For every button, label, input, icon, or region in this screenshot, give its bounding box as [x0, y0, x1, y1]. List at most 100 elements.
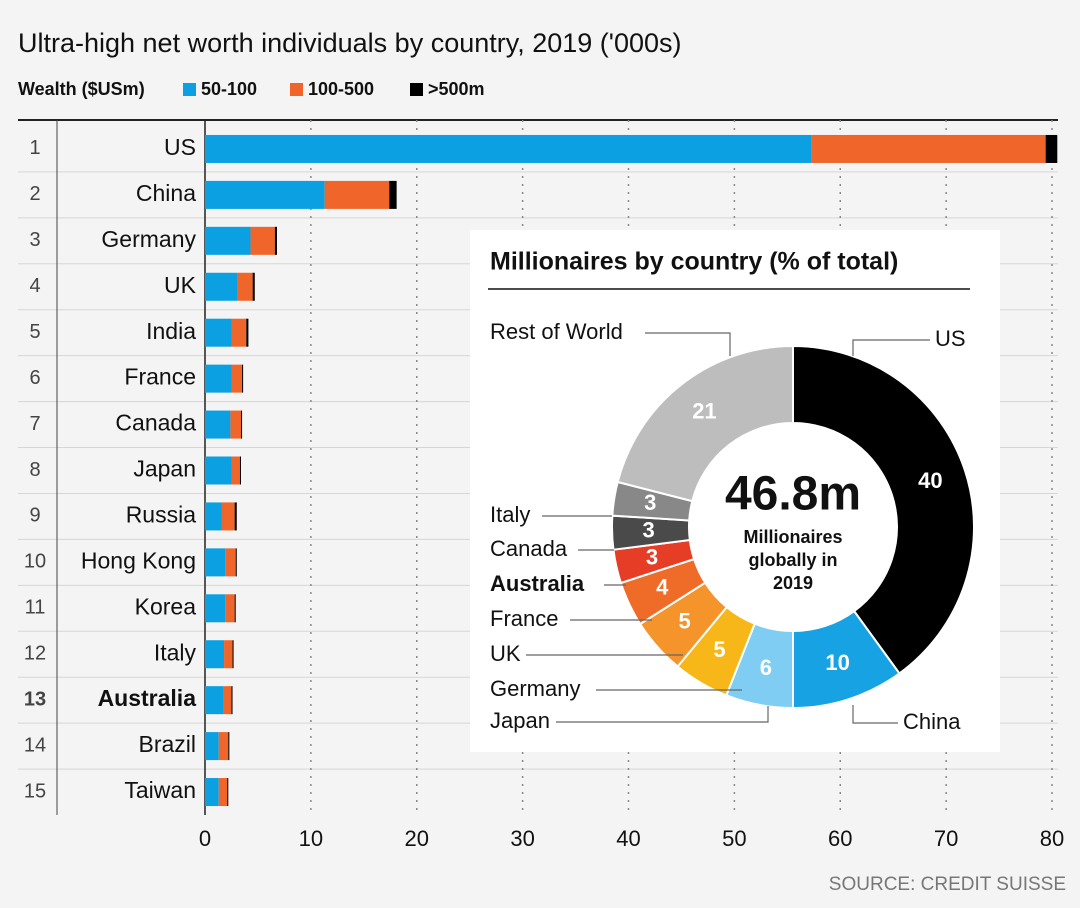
rank-label: 13 — [24, 688, 46, 710]
category-label: Italy — [154, 639, 197, 665]
category-label: France — [124, 364, 196, 390]
x-tick-label: 10 — [299, 826, 323, 851]
category-label: Australia — [98, 685, 197, 711]
bar-segment — [240, 410, 243, 439]
segment-label: France — [490, 606, 558, 631]
rank-label: 6 — [29, 367, 40, 389]
segment-label: Rest of World — [490, 319, 623, 344]
rank-label: 15 — [24, 780, 46, 802]
rank-label: 5 — [29, 321, 40, 343]
segment-label: Italy — [490, 502, 530, 527]
category-label: Russia — [126, 502, 197, 528]
x-tick-label: 0 — [199, 826, 211, 851]
bar-segment — [218, 732, 229, 761]
bar-segment — [205, 640, 225, 669]
bar-segment — [811, 134, 1046, 163]
category-label: US — [164, 134, 196, 160]
bar-segment — [225, 548, 236, 577]
x-tick-label: 50 — [722, 826, 746, 851]
segment-label: Japan — [490, 708, 550, 733]
legend-label: 100-500 — [308, 79, 374, 99]
bar-segment — [274, 226, 277, 255]
segment-value-label: 21 — [692, 399, 716, 424]
bar-segment — [227, 778, 229, 807]
segment-label: US — [935, 326, 966, 351]
bar-segment — [1045, 134, 1058, 163]
segment-value-label: 5 — [678, 608, 690, 633]
segment-value-label: 3 — [646, 544, 658, 569]
bar-segment — [205, 778, 219, 807]
category-label: India — [146, 318, 196, 344]
bar-segment — [218, 778, 228, 807]
rank-label: 2 — [29, 183, 40, 205]
bar-segment — [222, 686, 232, 715]
bar-segment — [235, 548, 237, 577]
bar-segment — [231, 456, 240, 485]
x-tick-label: 70 — [934, 826, 958, 851]
x-tick-label: 30 — [510, 826, 534, 851]
category-label: Taiwan — [124, 777, 196, 803]
bar-segment — [205, 272, 238, 301]
bar-segment — [205, 686, 223, 715]
source: SOURCE: CREDIT SUISSE — [829, 874, 1066, 895]
bar-segment — [242, 364, 244, 393]
legend-title: Wealth ($USm) — [18, 79, 145, 99]
donut-segment — [616, 344, 794, 503]
segment-label: Canada — [490, 536, 568, 561]
bar-segment — [234, 502, 237, 531]
bar-segment — [205, 410, 231, 439]
bar-segment — [205, 226, 251, 255]
bar-segment — [231, 318, 247, 347]
center-text: 2019 — [773, 573, 813, 593]
segment-label: UK — [490, 641, 521, 666]
leader-line — [852, 705, 898, 724]
bar-segment — [250, 226, 275, 255]
segment-value-label: 4 — [656, 574, 669, 599]
segment-value-label: 5 — [713, 637, 725, 662]
center-text: globally in — [748, 550, 837, 570]
rank-label: 10 — [24, 551, 46, 573]
rank-label: 14 — [24, 734, 46, 756]
rank-label: 4 — [29, 275, 40, 297]
bar-segment — [389, 180, 397, 209]
segment-value-label: 6 — [760, 655, 772, 680]
category-label: China — [136, 180, 196, 206]
bar-segment — [205, 502, 222, 531]
bar-segment — [228, 732, 230, 761]
leader-line — [852, 339, 930, 356]
bar-segment — [237, 272, 253, 301]
center-value: 46.8m — [725, 468, 861, 521]
bar-segment — [231, 364, 243, 393]
legend-swatch — [183, 83, 196, 96]
category-label: Canada — [115, 410, 196, 436]
bar-segment — [224, 640, 233, 669]
rank-label: 11 — [25, 597, 46, 619]
category-label: Japan — [133, 456, 196, 482]
rank-label: 3 — [29, 229, 40, 251]
category-label: Brazil — [138, 731, 196, 757]
rank-label: 8 — [29, 459, 40, 481]
bar-segment — [205, 456, 232, 485]
legend-label: >500m — [428, 79, 485, 99]
donut-segment — [792, 344, 975, 675]
bar-segment — [205, 594, 226, 623]
category-label: Korea — [135, 593, 197, 619]
bar-segment — [205, 548, 226, 577]
bar-segment — [230, 410, 241, 439]
category-label: UK — [164, 272, 197, 298]
center-text: Millionaires — [743, 527, 842, 547]
bar-segment — [246, 318, 249, 347]
bar-segment — [231, 686, 233, 715]
bar-segment — [221, 502, 235, 531]
category-label: Germany — [101, 226, 196, 252]
inset-title: Millionaires by country (% of total) — [490, 248, 898, 276]
rank-label: 12 — [24, 643, 46, 665]
bar-segment — [239, 456, 241, 485]
segment-value-label: 3 — [644, 490, 656, 515]
x-tick-label: 40 — [616, 826, 640, 851]
bar-segment — [205, 134, 812, 163]
bar-segment — [205, 732, 219, 761]
x-tick-label: 80 — [1040, 826, 1064, 851]
bar-segment — [205, 318, 232, 347]
